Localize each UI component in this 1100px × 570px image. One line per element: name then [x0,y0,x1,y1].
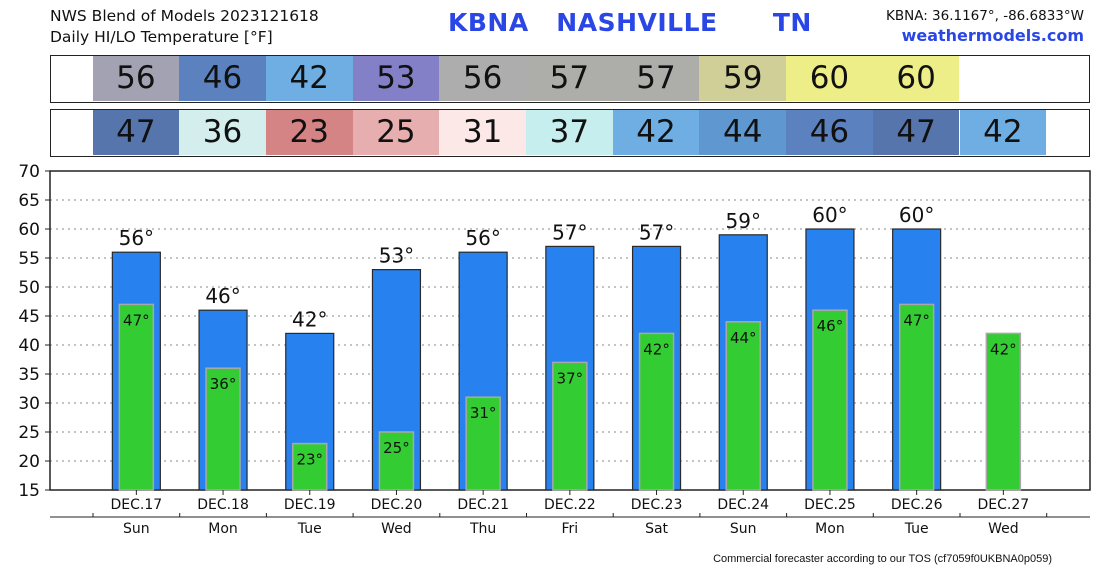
high-temp-cell: 46 [179,56,266,101]
low-bar [118,303,155,491]
station-title: KBNA NASHVILLE TN [448,8,812,37]
y-tick-label: 40 [18,336,40,356]
chart-subtitle: Daily HI/LO Temperature [°F] [50,28,273,46]
high-label: 42° [292,307,327,331]
high-label: 56° [119,226,154,250]
low-label: 36° [210,375,237,393]
high-label: 53° [379,244,414,268]
y-tick-label: 45 [18,307,40,327]
y-tick-label: 30 [18,394,40,414]
low-label: 31° [470,404,497,422]
chart-header-left: NWS Blend of Models 2023121618 Daily HI/… [50,6,319,48]
x-weekday-label: Sun [730,521,757,537]
low-bar [292,442,328,491]
high-label: 57° [639,220,674,244]
low-temp-cell: 23 [265,110,353,155]
high-temp-cell: 42 [265,56,353,101]
high-label: 46° [205,284,240,308]
low-temp-cell: 42 [959,110,1047,155]
low-label: 46° [817,317,844,335]
low-bar [725,321,761,491]
high-temp-cell: 56 [92,56,180,101]
x-weekday-label: Sun [123,521,150,537]
site-link[interactable]: weathermodels.com [901,26,1084,45]
low-temp-cell: 42 [612,110,700,155]
x-date-label: DEC.27 [978,497,1030,513]
x-weekday-label: Mon [208,521,238,537]
y-tick-label: 15 [18,481,40,501]
x-date-label: DEC.17 [111,497,163,513]
x-date-label: DEC.25 [804,497,856,513]
x-date-label: DEC.19 [284,497,336,513]
low-temp-cell: 47 [872,110,960,155]
low-label: 42° [643,340,670,358]
y-tick-label: 55 [18,249,40,269]
x-weekday-label: Thu [469,521,496,537]
high-temp-cell: 53 [352,56,440,101]
y-tick-label: 20 [18,452,40,472]
chart-header-right: KBNA: 36.1167°, -86.6833°W weathermodels… [886,6,1084,46]
x-weekday-label: Wed [988,521,1019,537]
low-temp-strip: 47 36 23 25 31 37 42 44 46 47 42 [50,109,1090,157]
low-bar [552,361,588,491]
y-tick-label: 60 [18,220,40,240]
y-tick-label: 70 [18,162,40,182]
high-temp-strip: 56 46 42 53 56 57 57 59 60 60 [50,55,1090,103]
station-coordinates: KBNA: 36.1167°, -86.6833°W [885,8,1084,24]
x-weekday-label: Fri [562,521,579,537]
high-temp-cell: 60 [872,56,960,101]
x-weekday-label: Mon [815,521,845,537]
low-temp-cell: 37 [526,110,613,155]
low-label: 47° [123,311,150,329]
high-temp-cell: 59 [699,56,787,101]
low-temp-cell: 25 [352,110,440,155]
high-label: 60° [812,203,847,227]
high-temp-cell: 56 [439,56,526,101]
low-label: 25° [383,439,410,457]
low-label: 42° [990,340,1017,358]
low-bar [985,332,1022,491]
low-label: 23° [296,451,323,469]
low-label: 47° [903,311,930,329]
low-temp-cell: 36 [179,110,266,155]
x-weekday-label: Wed [381,521,412,537]
high-temp-cell: 57 [526,56,613,101]
high-label: 59° [726,209,761,233]
y-tick-label: 65 [18,191,40,211]
low-temp-cell: 31 [439,110,526,155]
high-label: 57° [552,220,587,244]
low-temp-cell: 44 [699,110,787,155]
high-temp-cell: 60 [786,56,873,101]
high-label: 56° [465,226,500,250]
x-weekday-label: Sat [645,521,668,537]
high-temp-cell: 57 [612,56,700,101]
high-label: 60° [899,203,934,227]
low-bar [465,396,501,491]
x-date-label: DEC.24 [717,497,769,513]
low-temp-cell: 47 [92,110,180,155]
x-weekday-label: Tue [297,521,322,537]
x-date-label: DEC.26 [891,497,943,513]
low-temp-cell: 46 [786,110,873,155]
low-bar [898,303,935,491]
x-date-label: DEC.21 [457,497,509,513]
low-label: 37° [557,369,584,387]
y-tick-label: 50 [18,278,40,298]
y-tick-label: 25 [18,423,40,443]
footer-note: Commercial forecaster according to our T… [713,553,1052,565]
model-run-title: NWS Blend of Models 2023121618 [50,7,319,25]
low-bar [812,309,848,491]
x-weekday-label: Tue [904,521,929,537]
x-date-label: DEC.18 [197,497,249,513]
x-date-label: DEC.23 [631,497,683,513]
y-tick-label: 35 [18,365,40,385]
x-date-label: DEC.22 [544,497,596,513]
x-date-label: DEC.20 [371,497,423,513]
low-label: 44° [730,329,757,347]
